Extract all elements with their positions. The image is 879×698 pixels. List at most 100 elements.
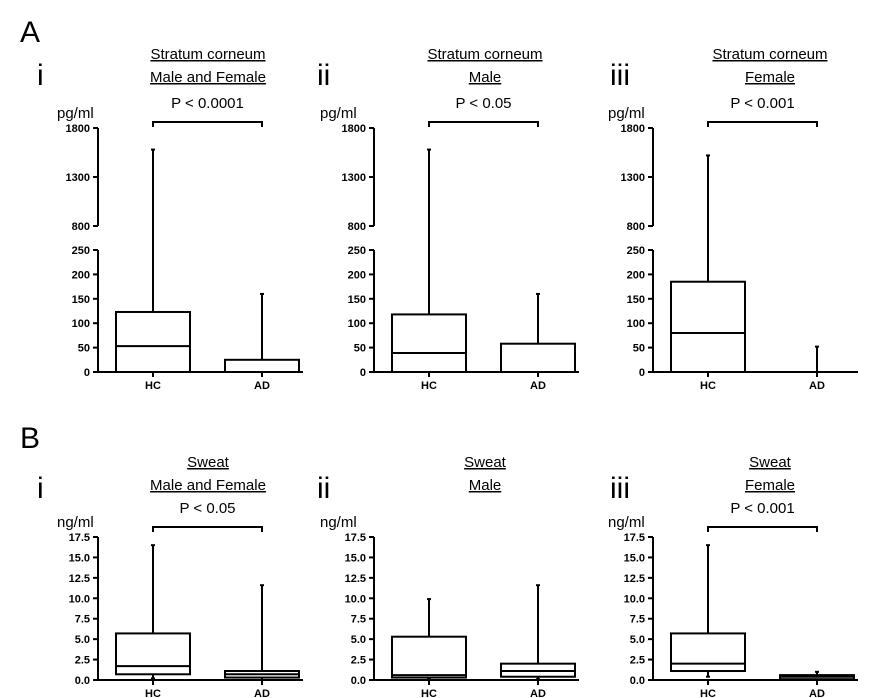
chart-4-y-tick-label: 2.5: [75, 655, 90, 667]
chart-2-subpanel-label: ii: [317, 59, 330, 92]
chart-4-y-tick-label: 10.0: [69, 593, 90, 605]
chart-5-title-line-1: Sweat: [464, 454, 507, 471]
chart-6-y-tick-label: 0.0: [630, 675, 645, 687]
chart-4-title-line-2: Male and Female: [150, 477, 266, 494]
chart-6-p-value: P < 0.001: [730, 500, 794, 517]
chart-6-x-tick-label: HC: [700, 688, 716, 698]
chart-2-box: [500, 342, 576, 374]
chart-3-x-tick-label: AD: [809, 380, 825, 392]
chart-3-y-unit-label: pg/ml: [608, 105, 645, 122]
chart-2-y-tick-label: 0: [360, 367, 366, 379]
chart-2-y-tick-label: 250: [348, 245, 366, 257]
chart-5-y-tick-label: 10.0: [345, 593, 366, 605]
chart-3-significance-bracket: [707, 121, 818, 127]
chart-3-y-tick-label: 50: [633, 343, 645, 355]
chart-1-y-tick-label: 50: [78, 343, 90, 355]
chart-1-p-value: P < 0.0001: [171, 95, 244, 112]
chart-6-y-tick-label: 17.5: [624, 532, 645, 544]
chart-4-x-tick-label: AD: [254, 688, 270, 698]
chart-4-y-tick-label: 0.0: [75, 675, 90, 687]
chart-3-box: [670, 280, 746, 373]
chart-5-y-tick-label: 2.5: [351, 655, 366, 667]
panel-letter-a: A: [20, 16, 40, 49]
chart-2-y-tick-label: 1300: [342, 172, 366, 184]
chart-4-title-line-1: Sweat: [187, 454, 230, 471]
chart-6-title-line-2: Female: [745, 477, 795, 494]
chart-6-y-tick-label: 10.0: [624, 593, 645, 605]
chart-5-title-line-2: Male: [469, 477, 502, 494]
chart-4-y-unit-label: ng/ml: [57, 514, 94, 531]
chart-3-p-value: P < 0.001: [730, 95, 794, 112]
chart-3-y-tick-label: 800: [627, 221, 645, 233]
chart-1-x-tick-label: AD: [254, 380, 270, 392]
chart-6-subpanel-label: iii: [610, 472, 630, 505]
chart-6-y-tick-label: 5.0: [630, 634, 645, 646]
chart-3-x-tick-label: HC: [700, 380, 716, 392]
chart-5-y-tick-label: 7.5: [351, 614, 366, 626]
chart-4-y-tick-label: 17.5: [69, 532, 90, 544]
chart-5-x-tick-label: HC: [421, 688, 437, 698]
chart-2-significance-bracket: [428, 121, 539, 127]
chart-4-subpanel-label: i: [37, 472, 44, 505]
chart-5-y-tick-label: 17.5: [345, 532, 366, 544]
chart-1-y-tick-label: 150: [72, 294, 90, 306]
chart-6-significance-bracket: [707, 526, 818, 532]
chart-3-y-tick-label: 200: [627, 269, 645, 281]
chart-6-y-tick-label: 2.5: [630, 655, 645, 667]
chart-2-x-tick-label: AD: [530, 380, 546, 392]
chart-2-y-tick-label: 200: [348, 269, 366, 281]
chart-1-y-tick-label: 100: [72, 318, 90, 330]
chart-1-x-tick-label: HC: [145, 380, 161, 392]
chart-3-y-tick-label: 1800: [621, 123, 645, 135]
chart-1-subpanel-label: i: [37, 59, 44, 92]
chart-4-significance-bracket: [152, 526, 263, 532]
chart-2-p-value: P < 0.05: [455, 95, 511, 112]
charts-layer: 0 50 100 150 200 250 800 1300 1800 HC AD i Stratum c…: [37, 46, 858, 698]
chart-2-title-line-1: Stratum corneum: [427, 46, 542, 63]
chart-5-subpanel-label: ii: [317, 472, 330, 505]
chart-1-box: [115, 310, 191, 374]
chart-5-y-tick-label: 12.5: [345, 573, 366, 585]
chart-3-title-line-2: Female: [745, 69, 795, 86]
chart-4-y-tick-label: 5.0: [75, 634, 90, 646]
chart-4-box: [115, 632, 191, 676]
chart-2-box: [391, 313, 467, 373]
chart-1-significance-bracket: [152, 121, 263, 127]
chart-3-y-tick-label: 150: [627, 294, 645, 306]
chart-3-y-tick-label: 100: [627, 318, 645, 330]
chart-2-y-tick-label: 1800: [342, 123, 366, 135]
chart-6-box: [670, 632, 746, 673]
chart-4-y-tick-label: 7.5: [75, 614, 90, 626]
chart-1-y-tick-label: 0: [84, 367, 90, 379]
chart-1-y-tick-label: 200: [72, 269, 90, 281]
chart-6-title-line-1: Sweat: [749, 454, 792, 471]
chart-2-y-tick-label: 150: [348, 294, 366, 306]
chart-1-title-line-1: Stratum corneum: [150, 46, 265, 63]
chart-2-y-tick-label: 100: [348, 318, 366, 330]
chart-6-x-tick-label: AD: [809, 688, 825, 698]
chart-3-y-tick-label: 1300: [621, 172, 645, 184]
chart-3-y-tick-label: 0: [639, 367, 645, 379]
chart-5-y-unit-label: ng/ml: [320, 514, 357, 531]
chart-2-y-tick-label: 50: [354, 343, 366, 355]
chart-5-y-tick-label: 15.0: [345, 552, 366, 564]
chart-5-y-tick-label: 5.0: [351, 634, 366, 646]
chart-1-y-tick-label: 1800: [66, 123, 90, 135]
chart-6-y-tick-label: 7.5: [630, 614, 645, 626]
chart-3-y-tick-label: 250: [627, 245, 645, 257]
chart-3-title-line-1: Stratum corneum: [712, 46, 827, 63]
chart-5-box: [391, 635, 467, 679]
chart-4-y-tick-label: 15.0: [69, 552, 90, 564]
chart-4-x-tick-label: HC: [145, 688, 161, 698]
chart-2-x-tick-label: HC: [421, 380, 437, 392]
chart-3-subpanel-label: iii: [610, 59, 630, 92]
chart-1-y-tick-label: 800: [72, 221, 90, 233]
chart-2-y-unit-label: pg/ml: [320, 105, 357, 122]
chart-4-p-value: P < 0.05: [179, 500, 235, 517]
chart-2-y-tick-label: 800: [348, 221, 366, 233]
chart-6-y-unit-label: ng/ml: [608, 514, 645, 531]
chart-2-title-line-2: Male: [469, 69, 502, 86]
chart-1-title-line-2: Male and Female: [150, 69, 266, 86]
panel-letter-b: B: [20, 422, 40, 455]
